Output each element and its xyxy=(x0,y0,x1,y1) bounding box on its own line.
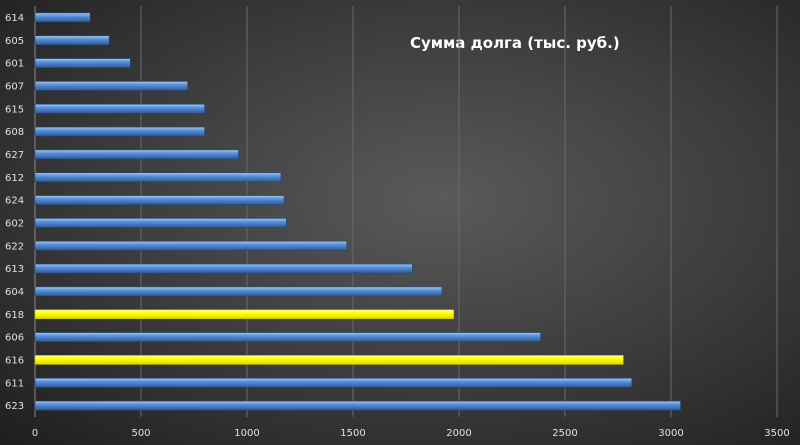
x-tick-label: 1500 xyxy=(340,428,365,439)
bar-602 xyxy=(34,218,287,228)
bar-615 xyxy=(34,103,205,114)
bar-616 xyxy=(34,355,624,365)
y-tick-label: 623 xyxy=(5,401,24,412)
y-tick-label: 602 xyxy=(5,218,24,229)
y-tick-label: 607 xyxy=(5,81,24,92)
bar-618 xyxy=(34,309,455,320)
x-tick-label: 2000 xyxy=(446,428,471,439)
bar-624 xyxy=(34,195,285,205)
y-tick-label: 601 xyxy=(5,59,24,70)
bar-611 xyxy=(34,377,633,388)
x-tick-label: 500 xyxy=(131,428,150,439)
bar-607 xyxy=(34,81,188,91)
bar-601 xyxy=(34,58,131,68)
x-tick-label: 3500 xyxy=(764,428,789,439)
y-tick-label: 608 xyxy=(5,127,24,138)
y-tick-label: 614 xyxy=(5,13,24,24)
x-tick-label: 3000 xyxy=(658,428,683,439)
x-tick-label: 0 xyxy=(32,428,38,439)
y-tick-label: 627 xyxy=(5,150,24,161)
chart-title: Сумма долга (тыс. руб.) xyxy=(410,34,620,52)
bar-608 xyxy=(34,126,205,137)
y-tick-label: 624 xyxy=(5,196,24,207)
y-tick-label: 604 xyxy=(5,287,24,298)
bar-604 xyxy=(34,286,443,297)
x-tick-label: 2500 xyxy=(552,428,577,439)
bar-627 xyxy=(34,149,239,160)
y-tick-label: 612 xyxy=(5,173,24,184)
y-tick-label: 606 xyxy=(5,333,24,344)
y-tick-label: 615 xyxy=(5,104,24,115)
bar-623 xyxy=(34,400,681,411)
bar-605 xyxy=(34,35,110,46)
y-tick-label: 613 xyxy=(5,264,24,275)
y-tick-label: 622 xyxy=(5,241,24,252)
bar-622 xyxy=(34,240,347,251)
y-tick-label: 616 xyxy=(5,355,24,366)
x-tick-label: 1000 xyxy=(234,428,259,439)
y-tick-label: 611 xyxy=(5,378,24,389)
bar-614 xyxy=(34,12,91,23)
y-tick-label: 618 xyxy=(5,310,24,321)
bar-606 xyxy=(34,332,541,342)
bar-613 xyxy=(34,263,413,274)
bar-612 xyxy=(34,172,282,183)
y-tick-label: 605 xyxy=(5,36,24,47)
